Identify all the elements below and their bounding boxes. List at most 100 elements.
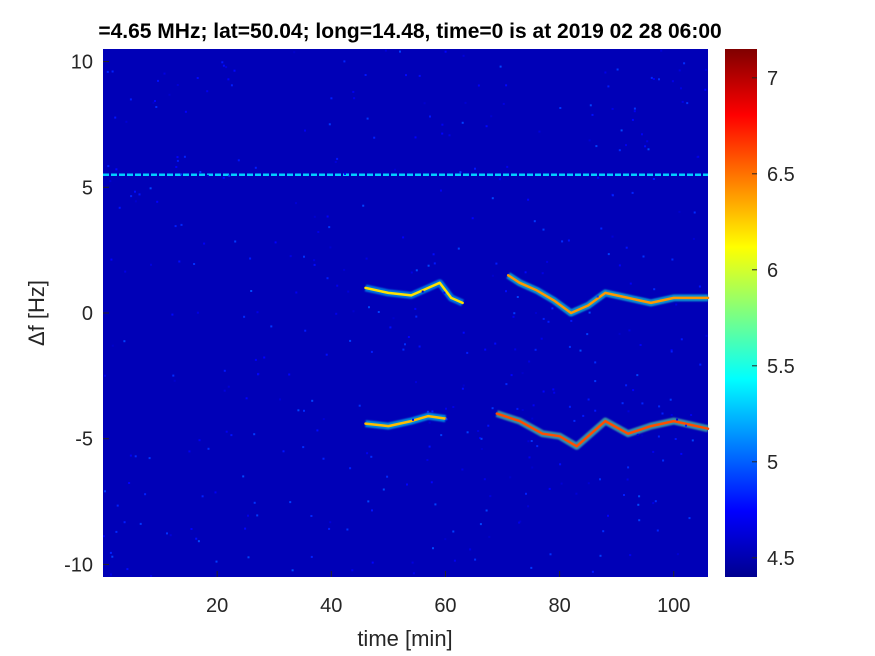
noise-speckle xyxy=(253,433,256,436)
noise-speckle xyxy=(660,49,663,52)
noise-speckle xyxy=(199,171,202,173)
noise-speckle xyxy=(404,343,406,346)
noise-speckle xyxy=(370,350,373,353)
noise-speckle xyxy=(384,49,387,52)
noise-speckle xyxy=(349,467,352,470)
noise-speckle xyxy=(206,90,209,93)
noise-speckle xyxy=(352,90,355,93)
colorbar-tick-label: 5.5 xyxy=(767,356,795,378)
y-tick-label: 10 xyxy=(71,52,93,74)
noise-speckle xyxy=(228,174,231,177)
noise-speckle xyxy=(124,270,127,273)
colorbar-tick-label: 6 xyxy=(767,260,778,282)
noise-speckle xyxy=(524,271,527,274)
noise-speckle xyxy=(367,500,370,503)
noise-speckle xyxy=(250,290,253,292)
noise-speckle xyxy=(559,463,562,466)
noise-speckle xyxy=(674,438,677,440)
noise-speckle xyxy=(196,77,199,79)
noise-speckle xyxy=(328,123,331,126)
noise-speckle xyxy=(595,145,598,148)
noise-speckle xyxy=(245,397,248,400)
noise-speckle xyxy=(670,414,673,416)
noise-speckle xyxy=(394,168,396,171)
noise-speckle xyxy=(392,317,395,320)
noise-speckle xyxy=(428,445,431,448)
noise-speckle xyxy=(547,320,550,323)
noise-speckle xyxy=(551,307,554,310)
noise-speckle xyxy=(623,494,625,496)
noise-speckle xyxy=(561,240,564,243)
lower-trace-A xyxy=(364,414,447,428)
noise-speckle xyxy=(431,410,434,413)
noise-speckle xyxy=(636,374,639,377)
noise-speckle xyxy=(230,84,233,87)
colorbar-tick-label: 7 xyxy=(767,68,778,90)
noise-speckle xyxy=(686,102,689,105)
noise-speckle xyxy=(253,501,256,504)
y-tick-label: -5 xyxy=(75,429,93,451)
noise-speckle xyxy=(633,110,636,113)
noise-speckle xyxy=(533,220,536,223)
noise-speckle xyxy=(636,433,639,436)
noise-speckle xyxy=(527,440,530,443)
noise-speckle xyxy=(671,80,674,83)
noise-speckle xyxy=(525,492,527,495)
noise-speckle xyxy=(681,100,684,103)
noise-speckle xyxy=(620,129,623,132)
noise-speckle xyxy=(247,556,250,559)
noise-speckle xyxy=(443,291,446,294)
noise-speckle xyxy=(303,409,305,412)
noise-speckle xyxy=(304,129,306,132)
x-tick-label: 20 xyxy=(206,595,228,617)
noise-speckle xyxy=(642,255,645,258)
noise-speckle xyxy=(705,334,708,337)
noise-speckle xyxy=(138,193,141,196)
noise-speckle xyxy=(607,85,610,88)
noise-speckle xyxy=(423,102,426,105)
noise-speckle xyxy=(638,495,641,498)
noise-speckle xyxy=(483,478,486,481)
noise-speckle xyxy=(656,529,659,532)
noise-speckle xyxy=(328,226,331,229)
noise-speckle xyxy=(322,418,325,421)
noise-speckle xyxy=(237,159,240,162)
noise-speckle xyxy=(193,263,196,265)
x-tick-label: 100 xyxy=(657,595,690,617)
noise-speckle xyxy=(495,262,498,265)
noise-speckle xyxy=(353,97,356,100)
noise-speckle xyxy=(654,500,657,503)
noise-speckle xyxy=(107,165,110,168)
noise-speckle xyxy=(347,290,350,293)
noise-speckle xyxy=(114,116,117,119)
noise-speckle xyxy=(293,51,296,54)
noise-speckle xyxy=(123,521,126,524)
noise-speckle xyxy=(125,120,128,123)
noise-speckle xyxy=(163,72,166,75)
colorbar-tick-label: 6.5 xyxy=(767,164,795,186)
noise-speckle xyxy=(176,156,179,159)
noise-speckle xyxy=(510,374,513,377)
noise-speckle xyxy=(150,575,153,577)
noise-speckle xyxy=(494,342,497,345)
noise-speckle xyxy=(588,311,591,314)
noise-speckle xyxy=(627,466,630,469)
noise-speckle xyxy=(244,527,247,530)
noise-speckle xyxy=(680,452,683,455)
noise-speckle xyxy=(313,259,316,262)
noise-speckle xyxy=(421,290,424,293)
noise-speckle xyxy=(444,50,447,53)
noise-speckle xyxy=(604,71,607,74)
noise-speckle xyxy=(405,74,407,77)
noise-speckle xyxy=(297,409,300,412)
noise-speckle xyxy=(310,515,313,517)
noise-speckle xyxy=(134,455,137,458)
noise-speckle xyxy=(366,117,369,120)
noise-speckle xyxy=(594,361,597,364)
noise-speckle xyxy=(657,435,660,438)
noise-speckle xyxy=(311,399,314,402)
noise-speckle xyxy=(462,331,465,334)
noise-speckle xyxy=(474,167,476,170)
noise-speckle xyxy=(426,459,429,461)
noise-speckle xyxy=(505,383,508,386)
